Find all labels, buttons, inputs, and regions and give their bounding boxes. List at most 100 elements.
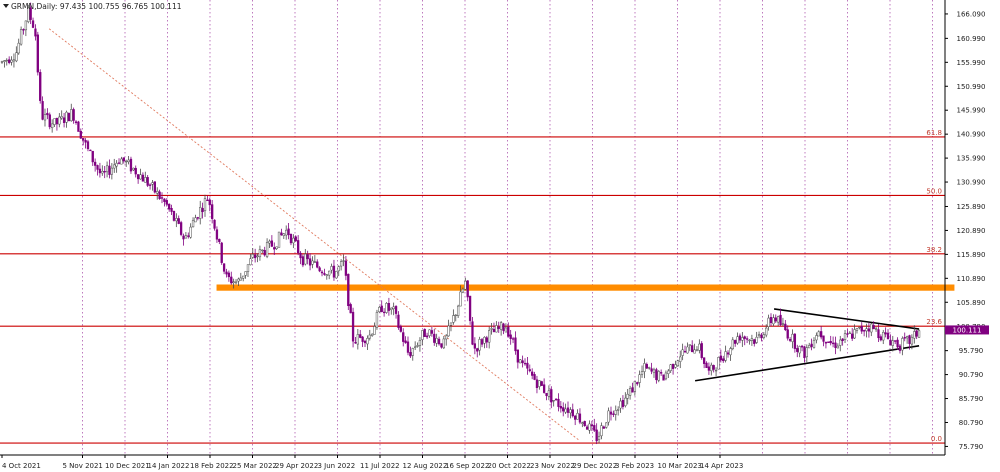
current-price-tag-bg	[945, 325, 989, 335]
candle-body	[84, 140, 87, 143]
candle-body	[12, 59, 16, 62]
candle-body	[874, 328, 878, 330]
candle-body	[595, 429, 598, 442]
candle-body	[285, 229, 288, 236]
candle-body	[843, 333, 847, 340]
candle-body	[480, 339, 484, 345]
candle-body	[822, 335, 825, 342]
candle-body	[46, 112, 49, 116]
candle-body	[576, 412, 579, 420]
candle-body	[242, 275, 245, 279]
candle-body	[600, 425, 603, 437]
candle-body	[858, 326, 861, 329]
candle-body	[882, 332, 885, 341]
candle-body	[256, 255, 259, 258]
candle-body	[729, 348, 732, 356]
candle-body	[652, 369, 656, 373]
x-tick-label: 5 Nov 2021	[63, 462, 103, 470]
y-tick-label: 75.790	[959, 443, 984, 451]
candle-body	[411, 348, 414, 356]
candle-body	[562, 407, 565, 412]
candle-body	[745, 338, 749, 340]
candle-body	[552, 400, 555, 402]
candle-body	[894, 340, 897, 342]
y-tick-label: 115.890	[957, 251, 986, 259]
candle-body	[239, 277, 242, 281]
x-tick-label: 3 Feb 2023	[615, 462, 654, 470]
candle-body	[277, 231, 281, 248]
candle-body	[48, 114, 51, 128]
candle-body	[3, 60, 6, 62]
candle-body	[117, 162, 121, 164]
x-tick-label: 12 Aug 2022	[403, 462, 448, 470]
x-tick-label: 18 Feb 2022	[190, 462, 234, 470]
resistance-zone	[216, 284, 955, 291]
candle-body	[179, 222, 183, 235]
candle-body	[220, 242, 223, 263]
candle-body	[189, 226, 192, 238]
candle-body	[62, 117, 66, 123]
candle-body	[495, 325, 498, 333]
candle-body	[755, 336, 758, 343]
candle-body	[456, 305, 460, 316]
candle-body	[371, 333, 374, 336]
candle-body	[609, 411, 613, 415]
candle-body	[519, 359, 522, 364]
fib-level-label: 61.8	[926, 129, 942, 137]
candle-body	[722, 358, 725, 362]
trendline-triangle-upper	[773, 308, 920, 330]
candle-body	[387, 303, 391, 311]
candle-body	[741, 337, 744, 341]
candle-body	[375, 311, 379, 328]
y-tick-label: 166.090	[957, 10, 986, 18]
candle-body	[695, 349, 699, 351]
candle-body	[590, 424, 594, 427]
candle-body	[719, 355, 722, 361]
fib-level-label: 0.0	[931, 435, 942, 443]
candle-body	[77, 121, 80, 132]
candle-body	[910, 336, 914, 345]
candle-body	[24, 20, 28, 31]
candle-body	[58, 116, 61, 125]
candle-body	[177, 218, 180, 224]
candle-body	[898, 345, 902, 351]
candle-body	[5, 59, 8, 62]
candle-body	[913, 331, 916, 339]
candle-body	[691, 345, 694, 353]
candle-body	[607, 410, 610, 423]
candle-body	[270, 240, 274, 247]
x-tick-label: 4 Oct 2021	[2, 462, 41, 470]
candle-body	[464, 280, 467, 290]
candle-body	[772, 317, 775, 325]
candle-body	[731, 339, 734, 350]
candle-body	[163, 198, 166, 202]
y-tick-label: 145.990	[957, 107, 986, 115]
candle-body	[504, 327, 508, 333]
candle-body	[815, 335, 818, 341]
candle-body	[19, 29, 23, 45]
candle-body	[43, 114, 47, 121]
candle-body	[191, 220, 195, 228]
y-tick-label: 95.790	[959, 347, 984, 355]
candle-body	[538, 380, 541, 387]
candle-body	[855, 328, 859, 331]
candle-body	[316, 261, 319, 268]
candle-body	[571, 409, 574, 417]
candle-body	[304, 253, 307, 265]
candle-body	[170, 207, 173, 212]
candle-body	[765, 327, 768, 336]
candle-body	[404, 340, 407, 344]
x-tick-label: 16 Sep 2022	[445, 462, 489, 470]
candle-body	[435, 338, 438, 344]
candle-body	[222, 263, 226, 272]
candle-body	[676, 360, 680, 367]
candle-body	[351, 311, 355, 342]
candle-body	[129, 158, 133, 172]
candle-body	[113, 164, 116, 169]
candle-body	[870, 323, 873, 333]
candle-body	[748, 339, 751, 342]
candle-body	[901, 338, 904, 351]
candle-body	[762, 334, 765, 338]
candle-body	[796, 348, 799, 352]
